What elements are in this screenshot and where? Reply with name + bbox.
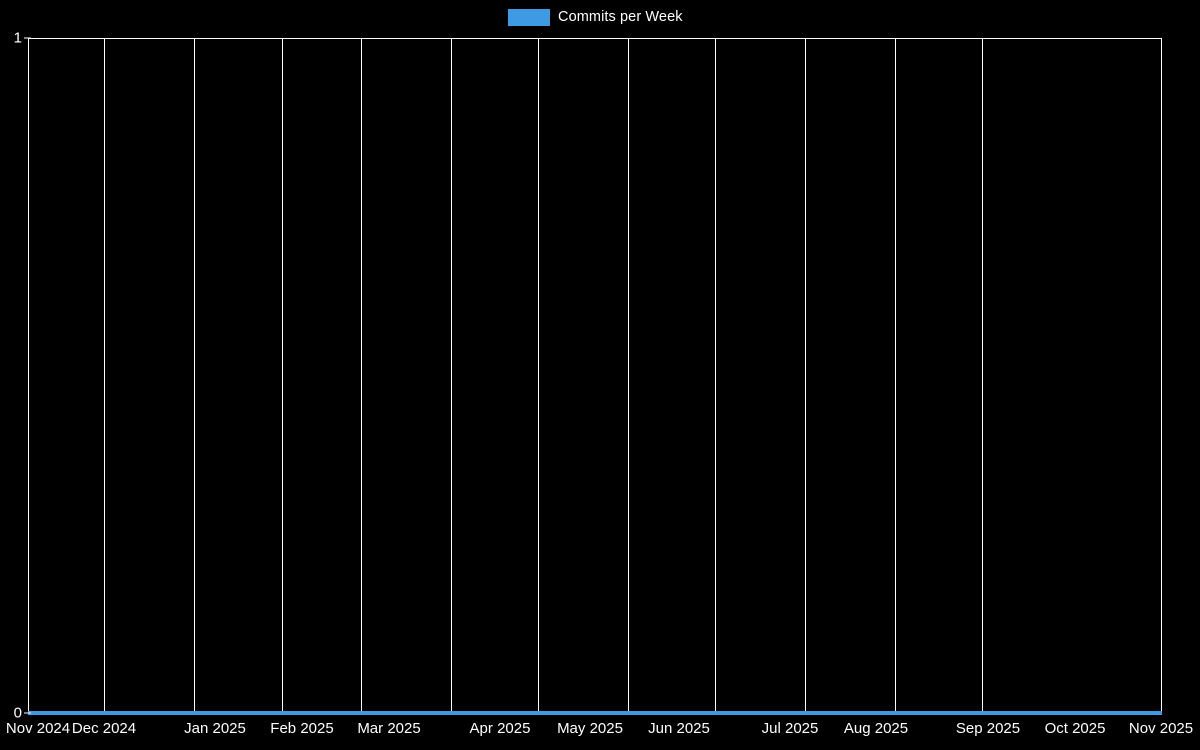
x-tick-label-oct-2025: Oct 2025 bbox=[1044, 720, 1106, 737]
gridline-x-jun-2025 bbox=[628, 38, 629, 713]
x-tick-label-feb-2025: Feb 2025 bbox=[270, 720, 334, 737]
gridline-x-jul-2025 bbox=[715, 38, 716, 713]
y-tick-label-1: 1 bbox=[13, 29, 22, 47]
x-tick-label-nov-2024: Nov 2024 bbox=[5, 720, 71, 737]
y-tick-mark-0 bbox=[24, 712, 31, 714]
x-tick-label-jul-2025: Jul 2025 bbox=[761, 720, 819, 737]
series-line-commits-per-week bbox=[28, 711, 1162, 715]
gridline-x-nov-2025 bbox=[1161, 38, 1162, 713]
x-tick-label-may-2025: May 2025 bbox=[557, 720, 623, 737]
x-tick-label-jan-2025: Jan 2025 bbox=[184, 720, 246, 737]
gridline-x-sep-2025 bbox=[895, 38, 896, 713]
gridline-x-feb-2025 bbox=[282, 38, 283, 713]
plot-area bbox=[28, 38, 1162, 715]
x-tick-label-nov-2025: Nov 2025 bbox=[1128, 720, 1194, 737]
gridline-y-1 bbox=[28, 38, 1162, 39]
gridline-x-mar-2025 bbox=[361, 38, 362, 713]
gridline-x-oct-2025 bbox=[982, 38, 983, 713]
legend-label-commits-per-week: Commits per Week bbox=[558, 8, 683, 25]
gridline-x-dec-2024 bbox=[104, 38, 105, 713]
x-tick-label-apr-2025: Apr 2025 bbox=[469, 720, 531, 737]
x-tick-label-mar-2025: Mar 2025 bbox=[357, 720, 421, 737]
x-tick-label-dec-2024: Dec 2024 bbox=[71, 720, 137, 737]
y-tick-label-0: 0 bbox=[13, 704, 22, 722]
gridline-x-nov-2024 bbox=[28, 38, 29, 713]
legend-swatch-commits-per-week bbox=[508, 8, 550, 26]
gridline-x-may-2025 bbox=[538, 38, 539, 713]
y-tick-mark-1 bbox=[24, 37, 31, 39]
x-tick-label-jun-2025: Jun 2025 bbox=[648, 720, 710, 737]
gridline-x-jan-2025 bbox=[194, 38, 195, 713]
x-tick-label-sep-2025: Sep 2025 bbox=[955, 720, 1021, 737]
chart-legend: Commits per Week bbox=[508, 6, 683, 28]
gridline-x-aug-2025 bbox=[805, 38, 806, 713]
gridline-x-apr-2025 bbox=[451, 38, 452, 713]
x-tick-label-aug-2025: Aug 2025 bbox=[843, 720, 909, 737]
